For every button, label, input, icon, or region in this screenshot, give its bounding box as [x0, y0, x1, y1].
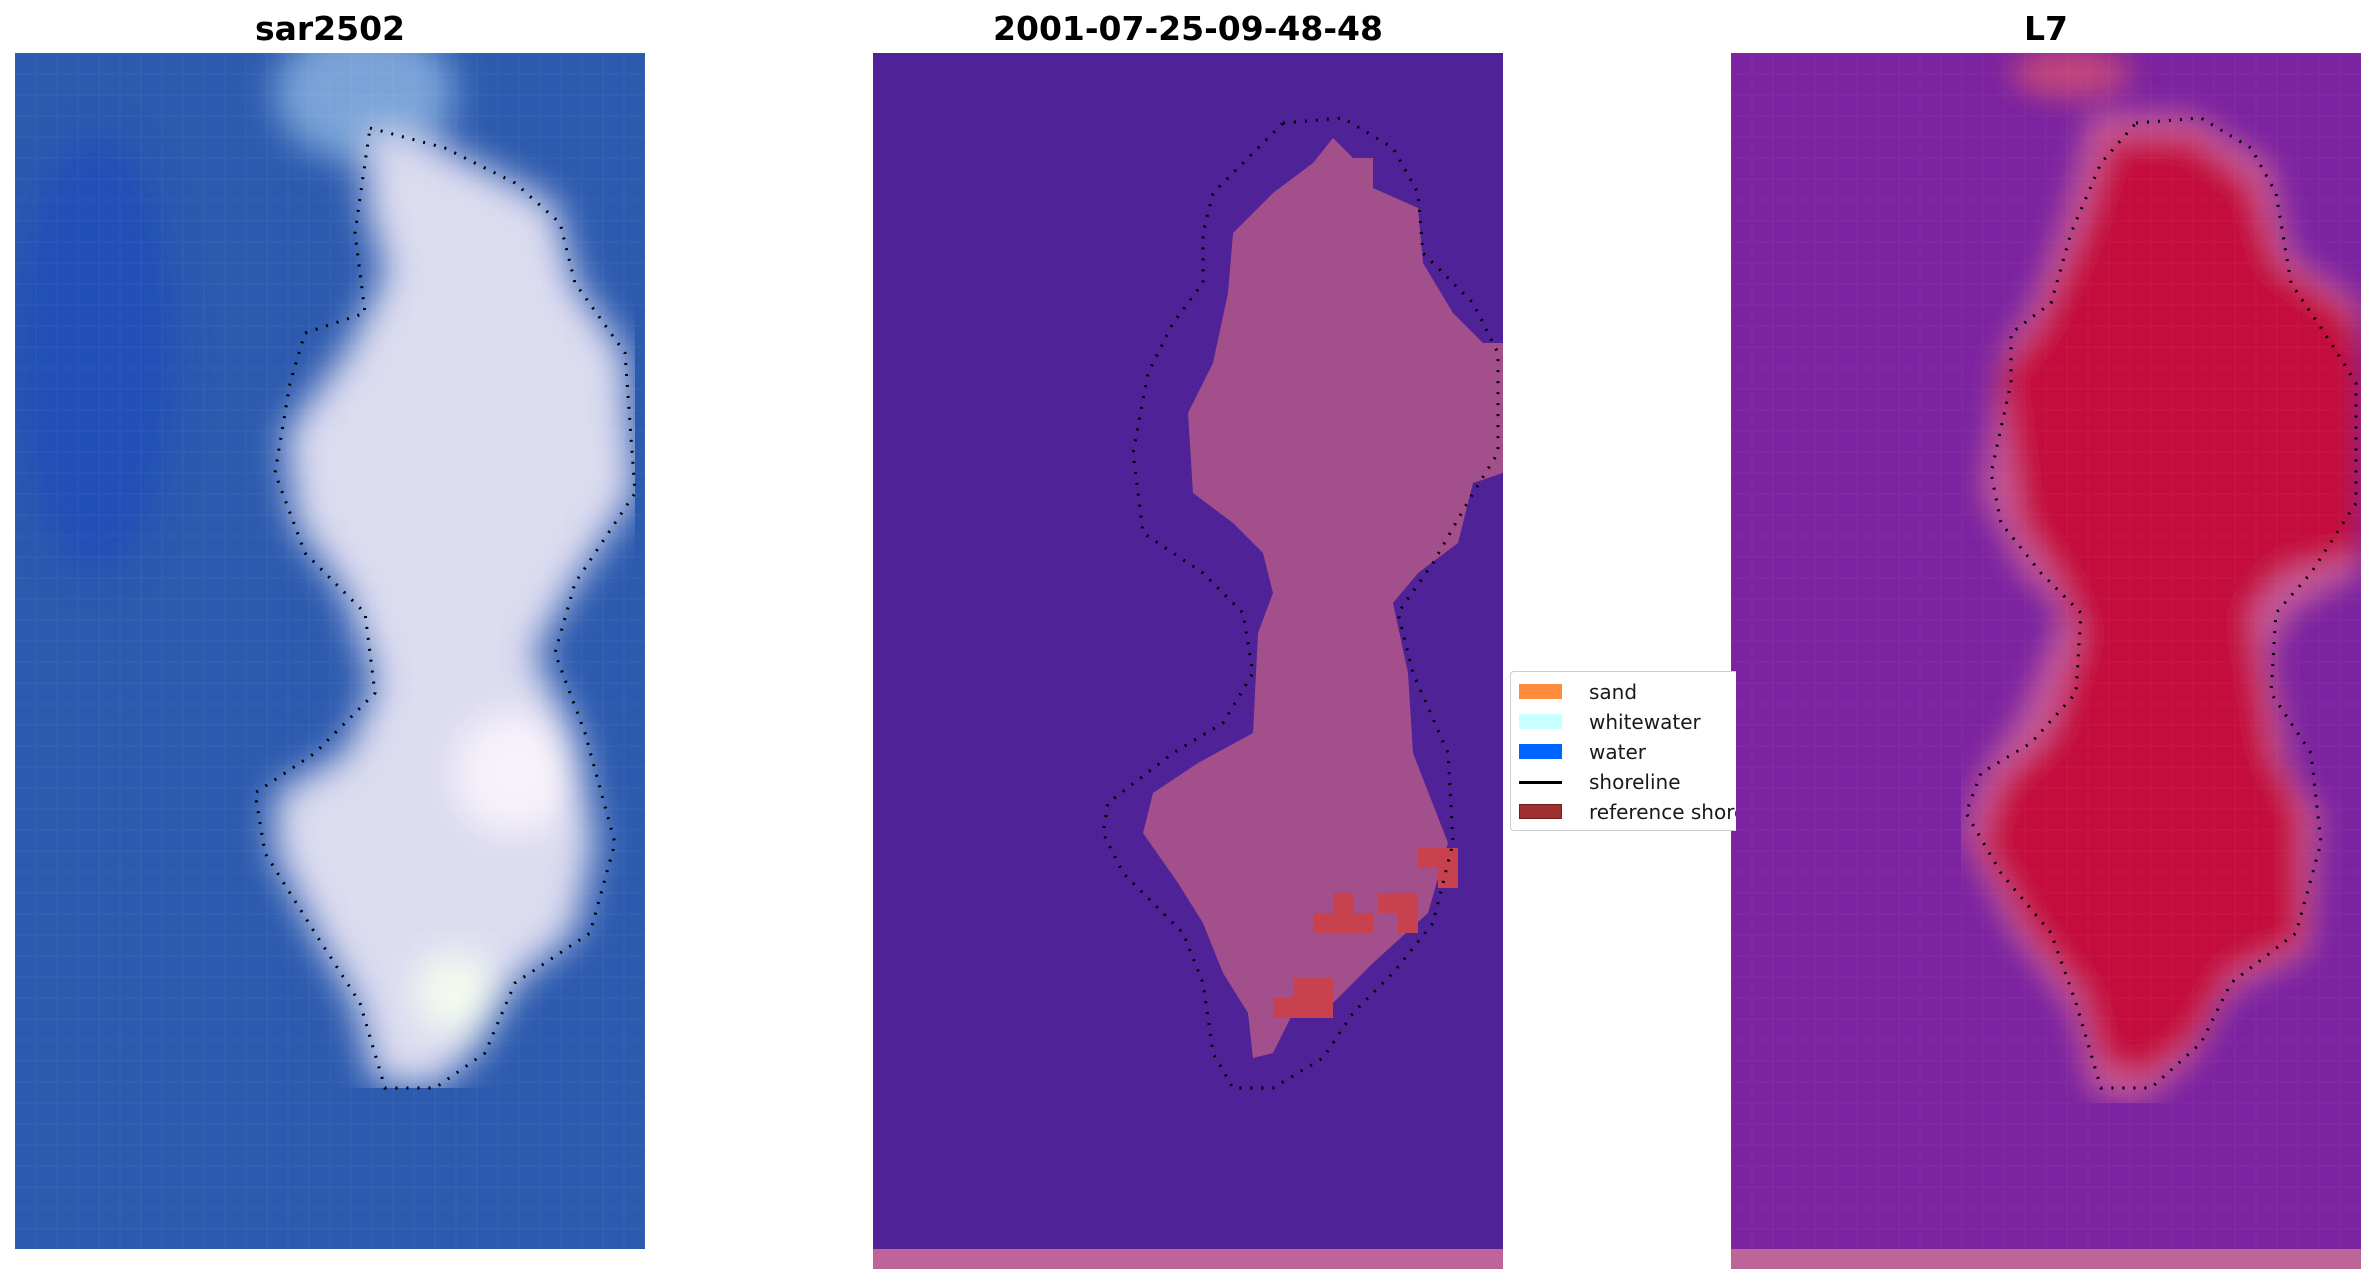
classified-land-shape [1143, 138, 1503, 1058]
legend-label: shoreline [1589, 770, 1681, 794]
classified-image [873, 53, 1503, 1269]
legend-label: water [1589, 740, 1646, 764]
panel-title-rgb: sar2502 [254, 9, 406, 48]
shoreline-line-swatch [1519, 781, 1562, 784]
legend-item-water: water [1519, 739, 1736, 765]
legend: sand whitewater water shoreline referenc… [1510, 671, 1736, 831]
sand-swatch [1519, 684, 1562, 699]
legend-item-whitewater: whitewater [1519, 709, 1736, 735]
shoreline-contour-3 [1964, 116, 2358, 1090]
classified-image-panel [873, 53, 1503, 1269]
legend-label: reference shoreline [1589, 800, 1736, 824]
mndwi-image [1731, 53, 2361, 1269]
whitewater-swatch [1519, 714, 1562, 729]
reference-shoreline-swatch [1519, 804, 1562, 819]
panel-title-date: 2001-07-25-09-48-48 [993, 9, 1383, 48]
legend-item-reference-shoreline: reference shoreline [1519, 799, 1736, 825]
legend-item-sand: sand [1519, 679, 1736, 705]
panel-title-satellite: L7 [2024, 9, 2068, 48]
legend-item-shoreline: shoreline [1519, 769, 1736, 795]
legend-label: sand [1589, 680, 1638, 704]
reference-shoreline-pixels [1273, 848, 1458, 1018]
rgb-image-panel [15, 53, 645, 1249]
water-swatch [1519, 744, 1562, 759]
mndwi-image-panel [1731, 53, 2361, 1269]
rgb-image [15, 53, 645, 1249]
legend-label: whitewater [1589, 710, 1701, 734]
